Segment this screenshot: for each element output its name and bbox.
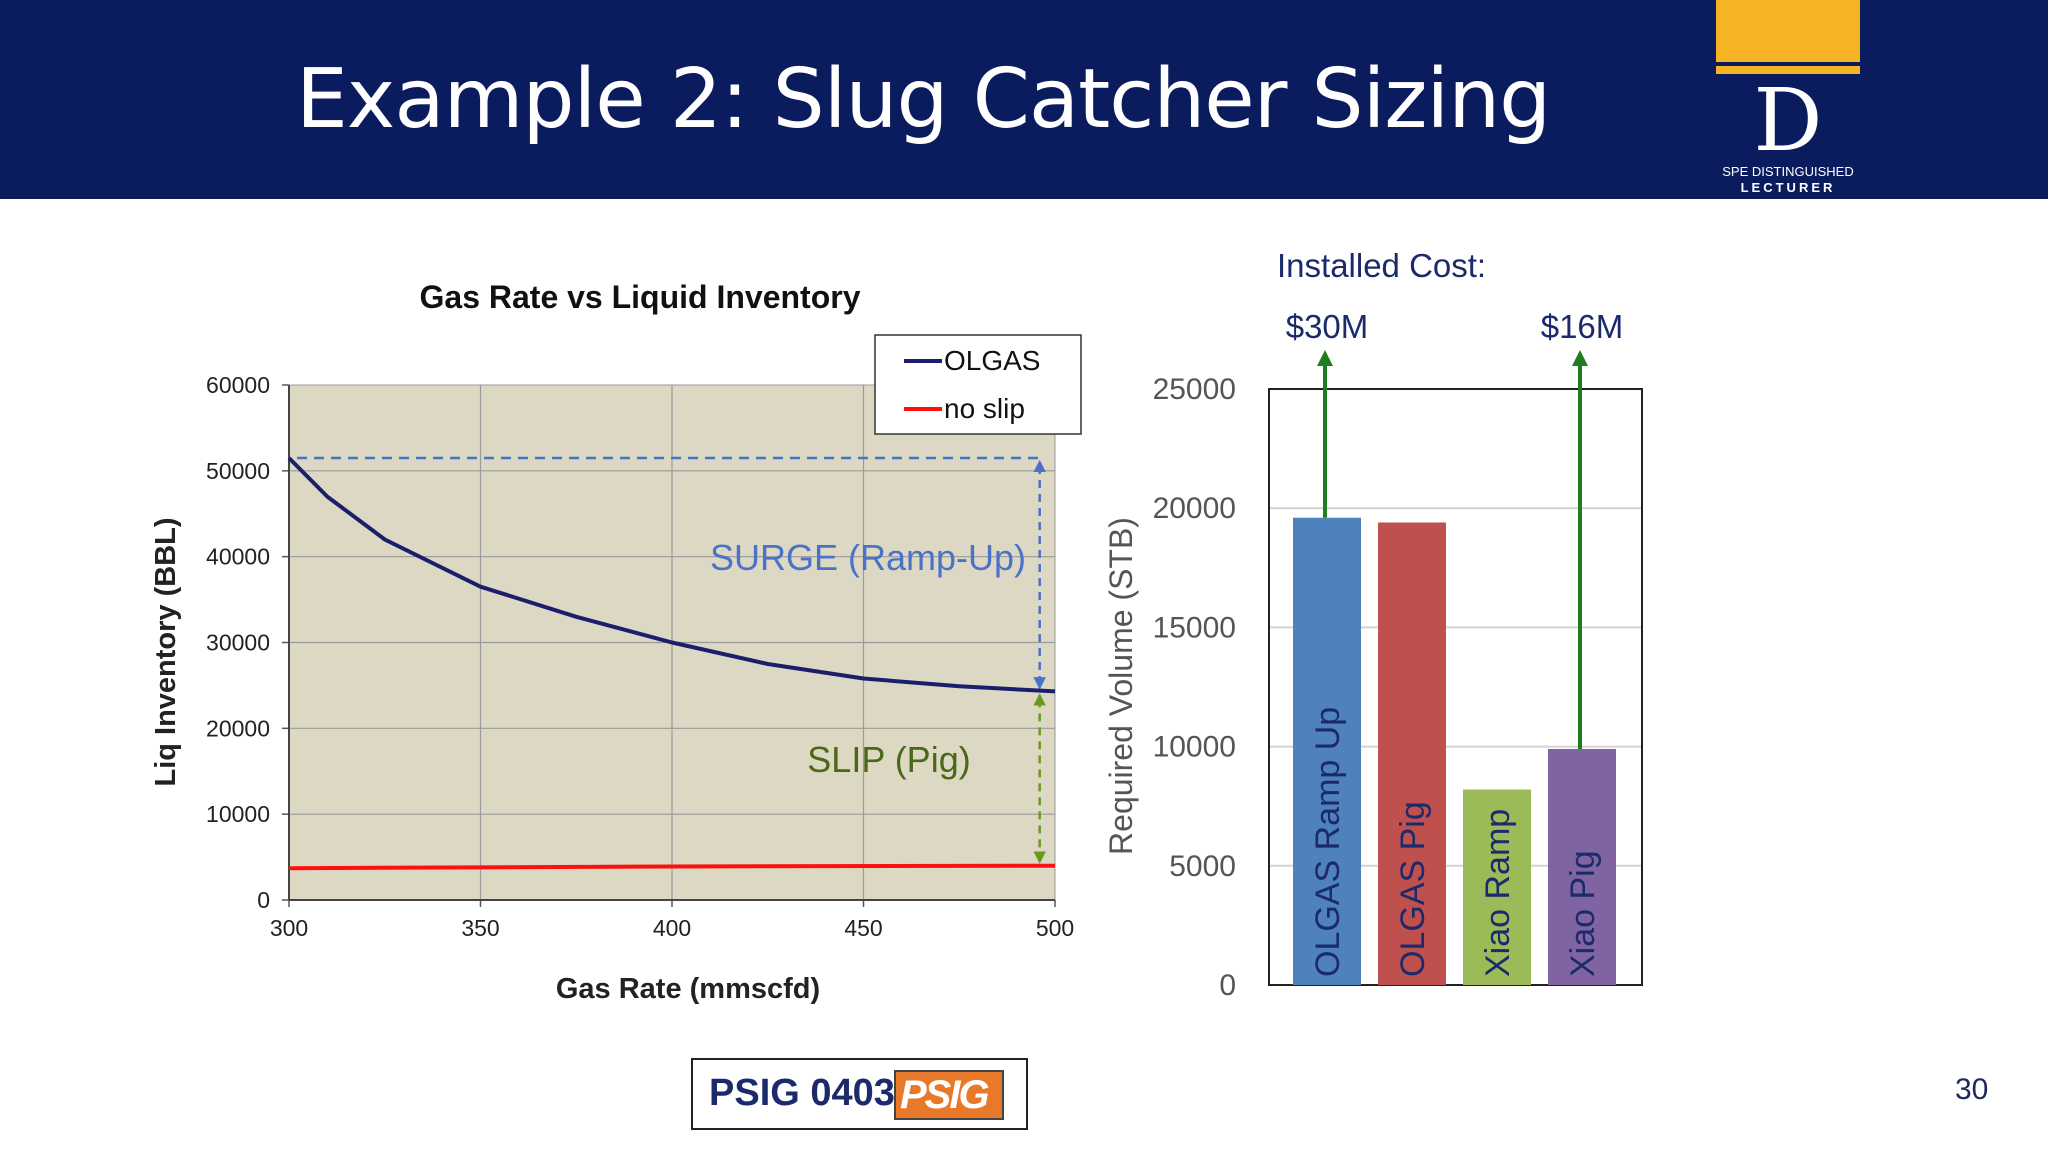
legend-label: OLGAS <box>944 345 1040 376</box>
line-chart: 300 350 400 450 500 0 10000 20000 30000 40000 5000… <box>150 279 1082 1005</box>
series-line-no-slip <box>288 863 1056 871</box>
logo-gold-stripe <box>1716 66 1860 74</box>
y-tick-label: 0 <box>257 887 270 913</box>
x-axis-label: Gas Rate (mmscfd) <box>556 973 820 1005</box>
psig-reference: PSIG 0403 PSIG <box>691 1058 1028 1130</box>
installed-cost-header: Installed Cost: <box>1277 247 1486 284</box>
bar-y-axis-label: Required Volume (STB) <box>1103 517 1139 855</box>
logo-text-line1: SPE DISTINGUISHED <box>1722 164 1854 179</box>
y-axis-label: Liq Inventory (BBL) <box>150 517 182 786</box>
bar-y-tick-label: 5000 <box>1169 850 1236 883</box>
y-tick-label: 10000 <box>206 801 270 827</box>
legend-label: no slip <box>944 393 1025 424</box>
y-tick-label: 20000 <box>206 715 270 741</box>
bar <box>1463 789 1531 985</box>
legend: OLGAS no slip <box>874 334 1082 435</box>
y-tick-label: 40000 <box>206 544 270 570</box>
x-tick-label: 300 <box>270 915 308 941</box>
bar <box>1548 748 1616 985</box>
x-tick-label: 350 <box>461 915 499 941</box>
bar-label: OLGAS Pig <box>1394 801 1432 977</box>
psig-logo-text: PSIG <box>900 1073 990 1117</box>
psig-logo: PSIG <box>894 1070 1004 1120</box>
y-tick-label: 50000 <box>206 458 270 484</box>
cost-label: $16M <box>1541 308 1624 345</box>
bar-y-tick-label: 0 <box>1219 969 1236 1002</box>
series-line-olgas <box>287 456 1056 694</box>
slip-label: SLIP (Pig) <box>807 739 970 780</box>
bar-plot-frame <box>1268 388 1643 986</box>
chart-title: Gas Rate vs Liquid Inventory <box>420 279 861 315</box>
cost-label: $30M <box>1286 308 1369 345</box>
logo-gold-band <box>1716 0 1860 62</box>
bar <box>1293 517 1361 985</box>
bar-y-tick-label: 15000 <box>1153 611 1236 644</box>
x-tick-label: 400 <box>653 915 691 941</box>
surge-label: SURGE (Ramp-Up) <box>710 537 1026 578</box>
bar-y-tick-label: 10000 <box>1153 731 1236 764</box>
bar-label: Xiao Ramp <box>1479 809 1517 977</box>
bar-label: Xiao Pig <box>1564 850 1602 977</box>
slide-title: Example 2: Slug Catcher Sizing <box>296 52 1551 147</box>
spe-logo: D SPE DISTINGUISHED LECTURER <box>1716 0 1860 197</box>
x-tick-label: 500 <box>1036 915 1074 941</box>
slide-number: 30 <box>1955 1073 1989 1106</box>
psig-ref-text: PSIG 0403 <box>709 1072 895 1114</box>
y-tick-label: 60000 <box>206 372 270 398</box>
logo-text-line2: LECTURER <box>1740 180 1836 195</box>
logo-letter: D <box>1753 71 1823 171</box>
title-bar: Example 2: Slug Catcher Sizing D SPE DIS… <box>0 0 2048 199</box>
bar <box>1378 522 1446 985</box>
bar-y-tick-label: 20000 <box>1153 492 1236 525</box>
x-tick-label: 450 <box>844 915 882 941</box>
bar-label: OLGAS Ramp Up <box>1309 707 1347 977</box>
y-tick-label: 30000 <box>206 630 270 656</box>
bar-chart: 0 5000 10000 15000 20000 25000 Required Volume… <box>1103 247 1643 1002</box>
legend-box <box>874 334 1082 435</box>
bar-y-tick-label: 25000 <box>1153 373 1236 406</box>
